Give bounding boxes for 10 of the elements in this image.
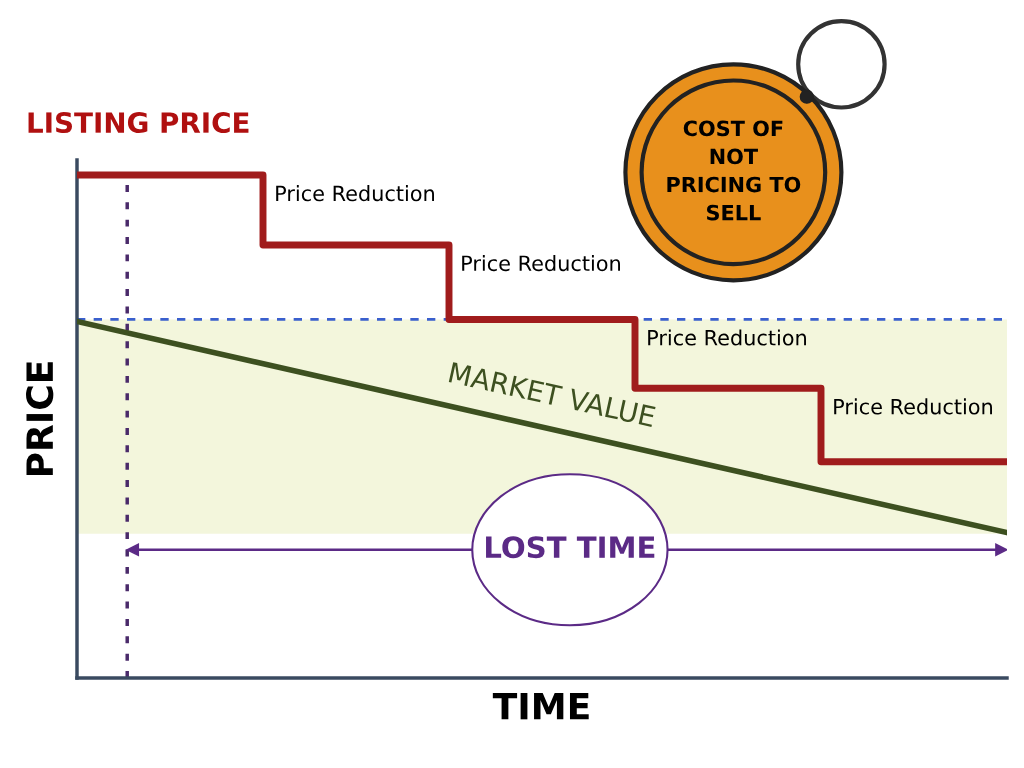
y-axis-title: PRICE: [26, 362, 54, 476]
text: MARKET VALUE: [448, 362, 656, 428]
annotation: Price Reduction: [276, 185, 434, 202]
annotation: Price Reduction: [648, 329, 806, 346]
annotation: Price Reduction: [462, 255, 620, 272]
annotation: COST OF NOT PRICING TO SELL: [667, 120, 801, 221]
chart-title: LISTING PRICE: [28, 112, 249, 134]
x-axis-title: TIME: [492, 693, 589, 720]
ref-line-label: LOST TIME: [486, 536, 655, 559]
annotation: Price Reduction: [834, 398, 992, 415]
